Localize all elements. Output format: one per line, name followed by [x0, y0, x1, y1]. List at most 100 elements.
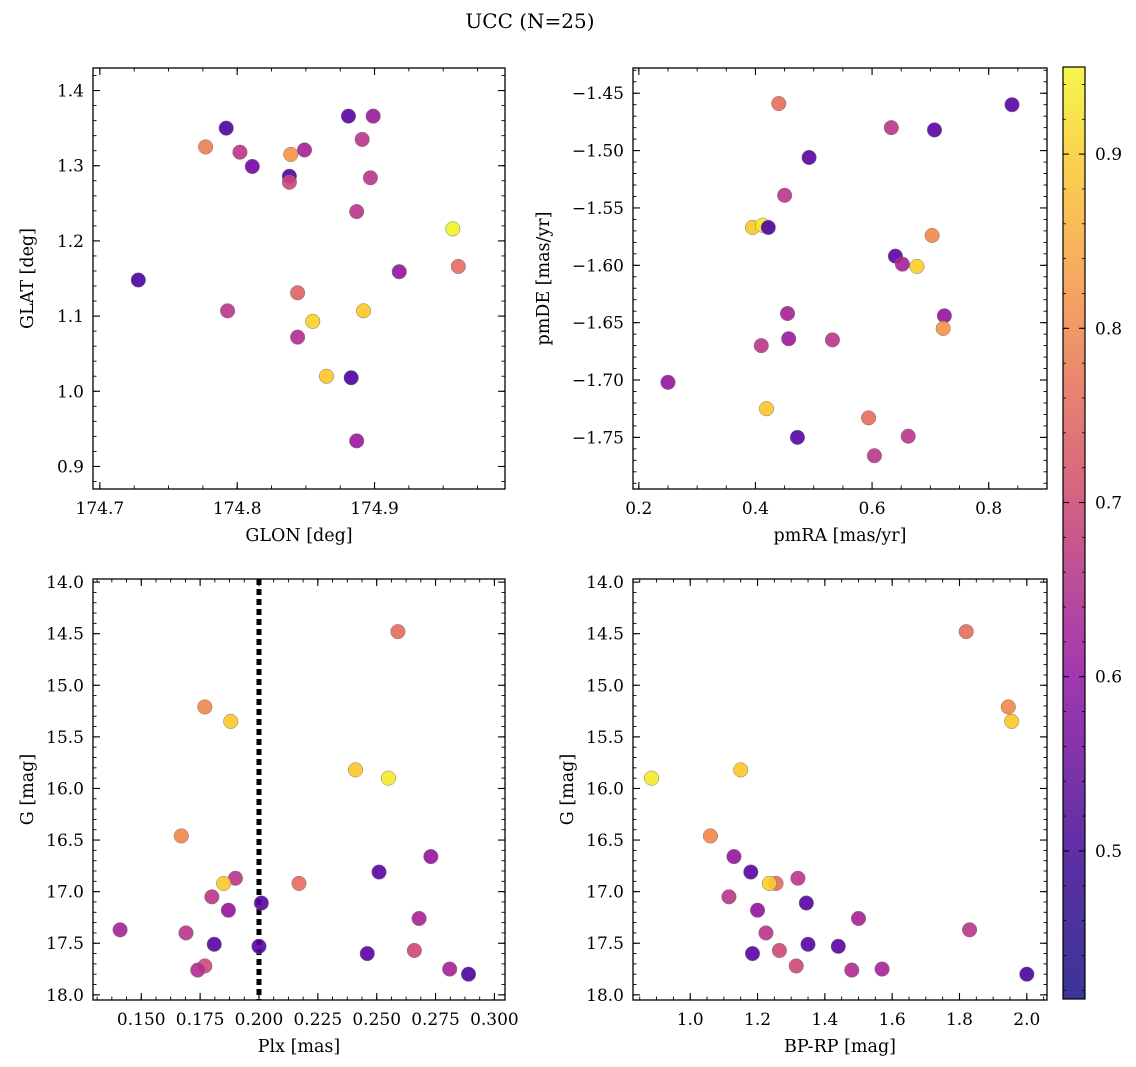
data-point [909, 258, 925, 275]
data-point [758, 925, 774, 941]
data-point [1004, 97, 1020, 113]
data-point [305, 313, 321, 329]
y-tick-label: −1.65 [572, 314, 624, 334]
y-axis-label: G [mag] [18, 754, 38, 825]
x-axis-label: GLON [deg] [245, 526, 352, 546]
data-point [354, 131, 370, 147]
y-tick-label: 1.0 [57, 382, 84, 402]
data-point [753, 338, 769, 354]
y-tick-label: 15.5 [586, 728, 624, 748]
data-point [291, 875, 307, 891]
data-point [355, 303, 372, 319]
data-point [771, 96, 787, 112]
data-point [223, 713, 239, 729]
colorbar-tick-label: 0.5 [1095, 842, 1122, 862]
data-point [749, 902, 766, 918]
data-point [733, 762, 749, 778]
axes-frame [92, 67, 506, 490]
y-tick-label: 14.5 [586, 625, 624, 645]
colorbar-tick-label: 0.9 [1095, 145, 1122, 165]
data-point [1019, 966, 1035, 982]
y-tick-label: −1.50 [572, 142, 624, 162]
data-point [251, 938, 267, 954]
data-point [253, 895, 269, 911]
x-tick-label: 0.6 [859, 499, 886, 519]
data-point [790, 870, 806, 886]
data-point [232, 144, 248, 160]
data-point [173, 828, 189, 844]
data-point [900, 428, 916, 444]
x-tick-label: 1.6 [879, 1010, 906, 1030]
data-point [220, 303, 236, 319]
data-point [744, 946, 761, 962]
data-point [281, 174, 297, 190]
data-point [206, 936, 222, 952]
data-point [824, 332, 840, 348]
x-axis-label: BP-RP [mag] [784, 1037, 896, 1057]
x-tick-label: 174.9 [350, 499, 399, 519]
x-tick-label: 0.300 [470, 1010, 519, 1030]
data-point [391, 264, 407, 280]
data-point [318, 368, 335, 384]
data-point [866, 448, 882, 464]
data-point [216, 875, 232, 891]
colorbar-tick-label: 0.7 [1095, 494, 1122, 514]
data-point [936, 308, 952, 324]
y-tick-label: 1.3 [57, 157, 84, 177]
panel-1: 174.7 174.8 174.9 0.9 1.0 1.1 1.2 1.3 1.4 GLON [d… [18, 67, 506, 546]
y-axis-label: pmDE [mas/yr] [534, 212, 554, 346]
y-tick-label: 17.5 [46, 934, 84, 954]
data-point [290, 329, 306, 345]
data-point [218, 120, 234, 136]
y-tick-label: 17.0 [586, 883, 624, 903]
y-axis-label: GLAT [deg] [18, 228, 38, 329]
y-tick-label: 16.0 [46, 779, 84, 799]
data-point [411, 910, 427, 927]
data-point [343, 370, 359, 386]
x-tick-label: 2.0 [1013, 1010, 1040, 1030]
x-tick-label: 0.200 [235, 1010, 284, 1030]
data-point [643, 770, 660, 786]
x-tick-label: 0.150 [117, 1010, 166, 1030]
data-point [178, 925, 194, 941]
y-tick-label: −1.45 [572, 84, 624, 104]
data-point [423, 849, 439, 865]
data-point [935, 320, 951, 336]
x-tick-label: 174.7 [76, 499, 125, 519]
data-point [894, 256, 910, 272]
y-tick-label: 18.0 [46, 986, 84, 1006]
data-point [779, 305, 796, 322]
data-point [349, 204, 365, 220]
data-point [359, 946, 375, 962]
data-point [788, 958, 804, 974]
data-point [460, 966, 477, 982]
data-point [198, 139, 214, 155]
x-tick-label: 174.8 [213, 499, 262, 519]
panel-4: 1.0 1.2 1.4 1.6 1.8 2.0 14.0 14.5 15.0 15.5 16.0 16… [558, 573, 1048, 1057]
data-point [347, 762, 364, 778]
data-point [844, 962, 860, 978]
x-tick-label: 0.225 [293, 1010, 342, 1030]
data-point [721, 889, 737, 905]
data-point [406, 942, 422, 959]
y-tick-label: 16.5 [46, 831, 84, 851]
colorbar-ticks: 0.5 0.6 0.7 0.8 0.9 [1063, 84, 1122, 991]
x-axis-label: Plx [mas] [258, 1037, 340, 1057]
axes-frame [632, 578, 1048, 1001]
x-tick-label: 1.0 [677, 1010, 704, 1030]
data-point [926, 122, 943, 138]
axes-frame [632, 67, 1048, 490]
y-tick-label: 16.0 [586, 779, 624, 799]
data-point [760, 219, 776, 236]
figure-title: UCC (N=25) [465, 9, 594, 33]
data-point [958, 624, 974, 640]
data-point [340, 108, 356, 124]
y-tick-label: −1.70 [572, 371, 624, 391]
y-tick-label: 14.0 [46, 573, 84, 593]
x-tick-label: 1.4 [811, 1010, 838, 1030]
x-tick-label: 1.8 [946, 1010, 973, 1030]
y-tick-label: 16.5 [586, 831, 624, 851]
data-point [781, 331, 797, 347]
data-point [777, 187, 793, 203]
